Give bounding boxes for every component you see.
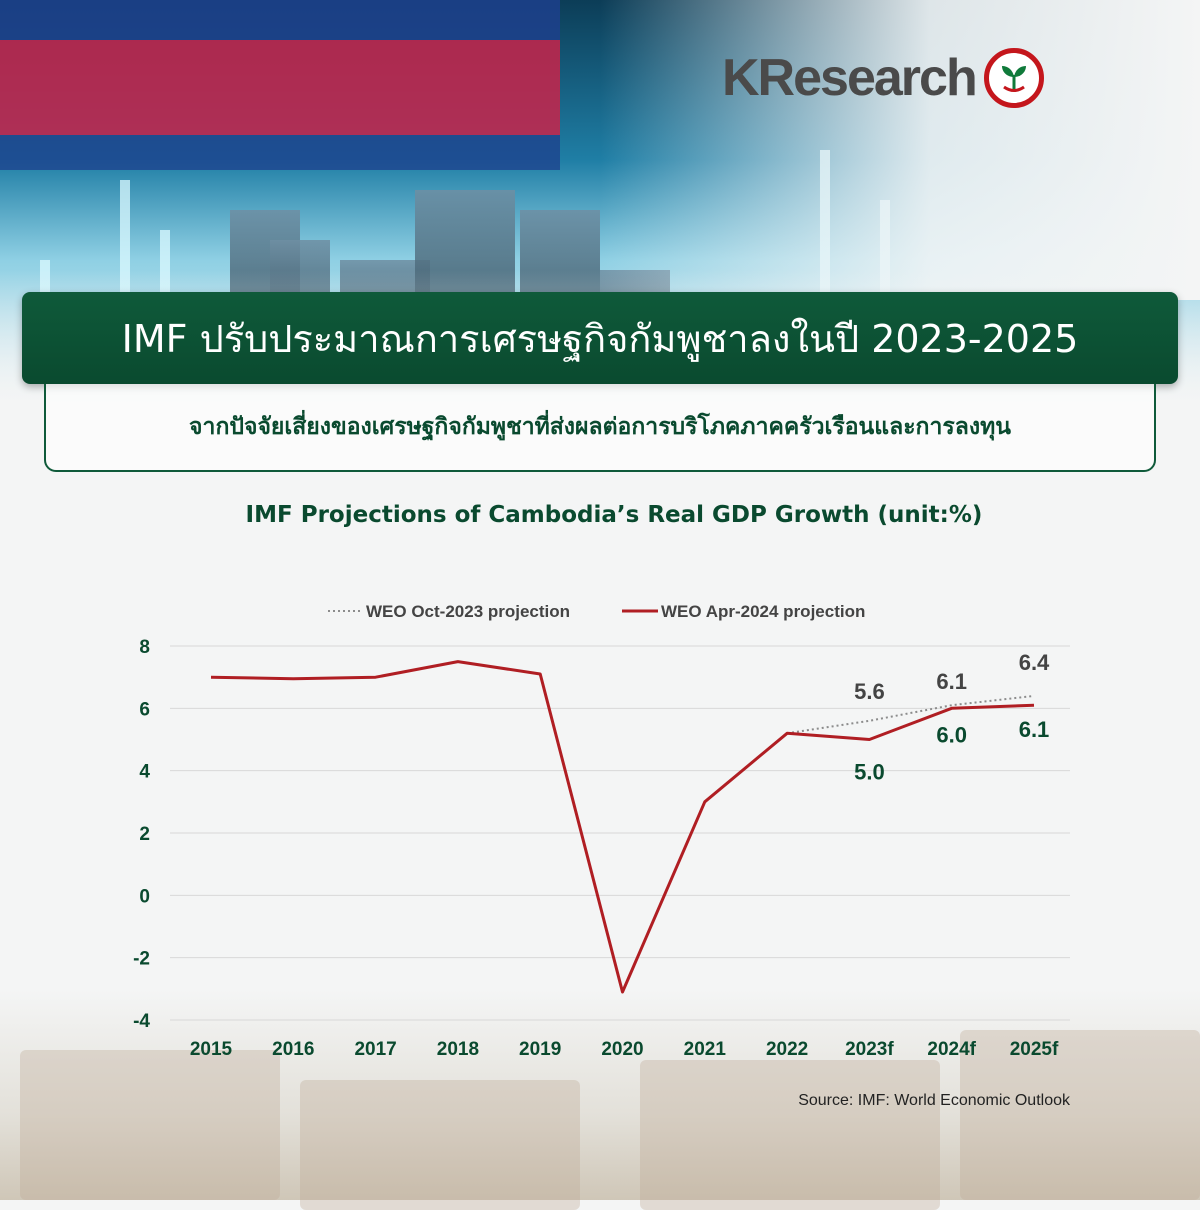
y-tick-label: 6 [139, 699, 150, 720]
flag-stripe-blue [0, 135, 560, 170]
flag-stripe-blue [0, 0, 560, 40]
legend-label-oct-2023: WEO Oct-2023 projection [366, 602, 570, 621]
title-banner: IMF ปรับประมาณการเศรษฐกิจกัมพูชาลงในปี 2… [22, 292, 1178, 384]
series-line-apr-2024 [210, 660, 1035, 994]
kresearch-logo: KResearch [722, 46, 1044, 110]
x-tick-label: 2021 [684, 1039, 727, 1060]
banknote-shape [20, 1050, 280, 1200]
data-label-oct-2023: 6.1 [936, 669, 967, 694]
chart-title: IMF Projections of Cambodia’s Real GDP G… [245, 502, 983, 528]
graph-bar-glow [120, 180, 130, 320]
y-tick-label: -2 [133, 949, 150, 970]
x-tick-label: 2019 [519, 1039, 561, 1060]
logo-text: KResearch [722, 49, 978, 107]
x-tick-label: 2017 [354, 1039, 396, 1060]
x-tick-label: 2016 [272, 1039, 314, 1060]
x-tick-label: 2025f [1010, 1039, 1059, 1060]
y-tick-label: 2 [139, 824, 150, 845]
x-tick-label: 2024f [927, 1039, 976, 1060]
banknote-shape [300, 1080, 580, 1210]
data-label-oct-2023: 6.4 [1019, 650, 1050, 675]
hero-fade [600, 0, 1200, 300]
data-label-apr-2024: 5.0 [854, 760, 885, 785]
x-tick-label: 2023f [845, 1039, 894, 1060]
x-tick-label: 2022 [766, 1039, 808, 1060]
kbank-leaf-icon [983, 48, 1044, 108]
banknote-shape [960, 1030, 1200, 1200]
data-label-apr-2024: 6.0 [936, 722, 967, 747]
x-tick-label: 2020 [601, 1039, 643, 1060]
y-tick-label: -4 [133, 1011, 150, 1032]
series-line-oct-2023 [786, 694, 1035, 735]
page-subtitle: จากปัจจัยเสี่ยงของเศรษฐกิจกัมพูชาที่ส่งผ… [189, 414, 1011, 440]
data-label-oct-2023: 5.6 [854, 679, 885, 704]
banknote-background [0, 990, 1200, 1210]
y-tick-label: 8 [139, 637, 150, 658]
source-note: Source: IMF: World Economic Outlook [798, 1092, 1070, 1109]
x-tick-label: 2015 [190, 1039, 233, 1060]
banknote-shape [640, 1060, 940, 1210]
data-label-apr-2024: 6.1 [1019, 717, 1050, 742]
y-tick-label: 4 [139, 762, 150, 783]
y-tick-label: 0 [139, 886, 150, 907]
page-title: IMF ปรับประมาณการเศรษฐกิจกัมพูชาลงในปี 2… [121, 316, 1079, 361]
subtitle-box: จากปัจจัยเสี่ยงของเศรษฐกิจกัมพูชาที่ส่งผ… [44, 384, 1156, 472]
x-tick-label: 2018 [437, 1039, 479, 1060]
flag-stripe-red [0, 40, 560, 135]
legend-label-apr-2024: WEO Apr-2024 projection [661, 602, 865, 621]
